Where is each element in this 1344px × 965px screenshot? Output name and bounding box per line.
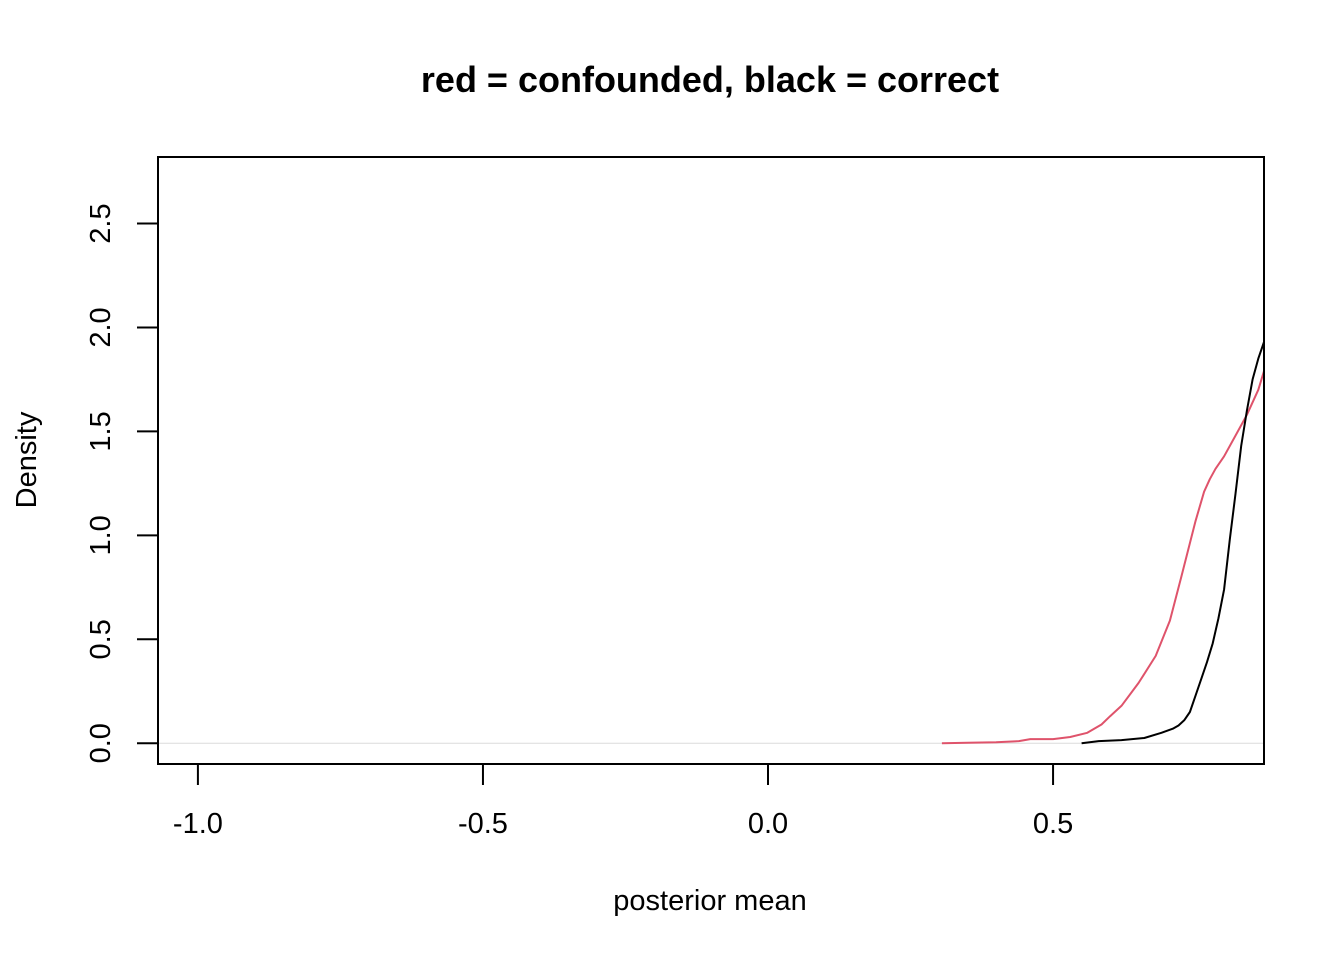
x-tick-label: -1.0 xyxy=(173,808,223,840)
x-axis-label: posterior mean xyxy=(613,885,806,917)
series-line-0 xyxy=(941,370,1264,745)
y-axis-label: Density xyxy=(11,411,43,508)
series-line-1 xyxy=(1081,341,1264,745)
plot-layer: -1.0 -0.5 0.0 0.5 0.0 0.5 1.0 1.5 2.0 2.5 xyxy=(85,156,1265,840)
y-tick-label: 2.5 xyxy=(85,203,117,243)
series-group xyxy=(941,341,1264,745)
y-tick-label: 0.5 xyxy=(85,619,117,659)
x-tick-label: 0.0 xyxy=(748,808,788,840)
y-tick-label: 1.5 xyxy=(85,411,117,451)
y-tick-label: 0.0 xyxy=(85,723,117,763)
x-tick-label: 0.5 xyxy=(1033,808,1073,840)
y-tick-label: 2.0 xyxy=(85,307,117,347)
plot-frame xyxy=(157,156,1265,765)
x-tick-label: -0.5 xyxy=(458,808,508,840)
y-tick-label: 1.0 xyxy=(85,515,117,555)
chart-title: red = confounded, black = correct xyxy=(421,59,999,100)
